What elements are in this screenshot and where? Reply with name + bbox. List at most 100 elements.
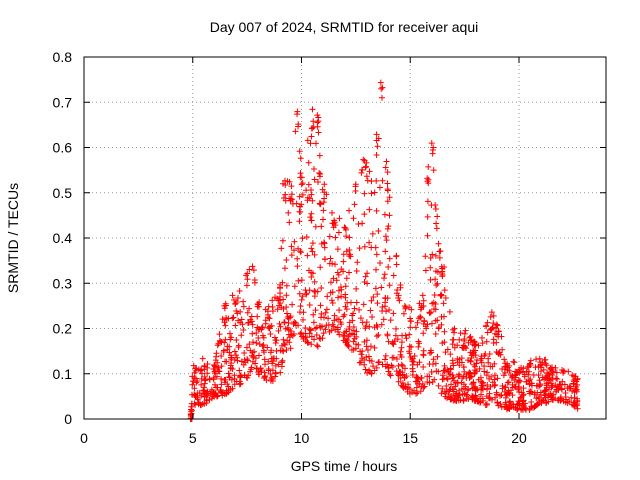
data-point <box>401 365 408 372</box>
data-point <box>574 376 581 383</box>
data-point <box>400 310 407 317</box>
data-point <box>290 247 297 254</box>
data-point <box>317 324 324 331</box>
data-point <box>435 368 442 375</box>
data-point <box>213 393 220 400</box>
data-point <box>210 376 217 383</box>
data-point <box>426 350 433 357</box>
data-point <box>547 392 554 399</box>
data-point <box>244 356 251 363</box>
data-point <box>315 178 322 185</box>
data-point <box>444 346 451 353</box>
data-point <box>227 365 234 372</box>
data-point <box>457 330 464 337</box>
data-point <box>192 401 199 408</box>
data-point <box>243 344 250 351</box>
data-point <box>387 372 394 379</box>
data-point <box>427 264 434 271</box>
data-point <box>350 346 357 353</box>
data-point <box>312 307 319 314</box>
y-tick-label: 0.2 <box>53 321 73 337</box>
data-point <box>484 319 491 326</box>
data-point <box>364 270 371 277</box>
data-point <box>466 369 473 376</box>
data-point <box>541 376 548 383</box>
data-point <box>363 319 370 326</box>
data-point <box>562 399 569 406</box>
data-point <box>398 344 405 351</box>
data-point <box>353 299 360 306</box>
x-tick-label: 15 <box>402 430 418 446</box>
data-point <box>369 314 376 321</box>
data-point <box>386 307 393 314</box>
data-point <box>308 133 315 140</box>
data-point <box>504 391 511 398</box>
data-point <box>535 372 542 379</box>
data-point <box>241 349 248 356</box>
data-point <box>553 369 560 376</box>
data-point <box>363 337 370 344</box>
data-point <box>368 190 375 197</box>
data-point <box>297 170 304 177</box>
data-point <box>280 336 287 343</box>
data-point <box>226 349 233 356</box>
data-point <box>190 378 197 385</box>
data-point <box>279 359 286 366</box>
data-point <box>572 385 579 392</box>
data-point <box>237 380 244 387</box>
data-point <box>285 315 292 322</box>
data-point <box>287 328 294 335</box>
data-point <box>313 342 320 349</box>
data-point <box>424 213 431 220</box>
data-point <box>264 344 271 351</box>
data-point <box>378 321 385 328</box>
data-point <box>502 369 509 376</box>
data-point <box>537 389 544 396</box>
data-point <box>335 229 342 236</box>
data-point <box>569 387 576 394</box>
data-point <box>499 346 506 353</box>
data-point <box>502 384 509 391</box>
data-point <box>218 375 225 382</box>
data-point <box>491 376 498 383</box>
data-point <box>495 333 502 340</box>
data-point <box>395 378 402 385</box>
data-point <box>520 385 527 392</box>
data-point <box>376 184 383 191</box>
data-point <box>489 363 496 370</box>
data-point <box>255 368 262 375</box>
data-point <box>432 206 439 213</box>
data-point <box>249 321 256 328</box>
data-point <box>525 368 532 375</box>
data-point <box>328 297 335 304</box>
data-point <box>533 395 540 402</box>
data-point <box>430 167 437 174</box>
data-point <box>424 178 431 185</box>
data-point <box>382 164 389 171</box>
data-point <box>243 272 250 279</box>
data-point <box>426 373 433 380</box>
data-point <box>193 393 200 400</box>
data-point <box>317 302 324 309</box>
data-point <box>265 324 272 331</box>
data-point <box>277 293 284 300</box>
y-tick-label: 0.5 <box>53 185 73 201</box>
data-point <box>273 337 280 344</box>
data-point <box>306 287 313 294</box>
data-point <box>549 396 556 403</box>
data-point <box>573 386 580 393</box>
data-point <box>430 356 437 363</box>
data-point <box>309 125 316 132</box>
data-point <box>194 390 201 397</box>
data-point <box>303 233 310 240</box>
data-point <box>288 252 295 259</box>
data-point <box>501 356 508 363</box>
data-point <box>466 374 473 381</box>
data-point <box>198 401 205 408</box>
data-point <box>441 362 448 369</box>
data-point <box>472 392 479 399</box>
data-point <box>343 275 350 282</box>
data-point <box>543 362 550 369</box>
data-point <box>293 200 300 207</box>
data-point <box>574 400 581 407</box>
